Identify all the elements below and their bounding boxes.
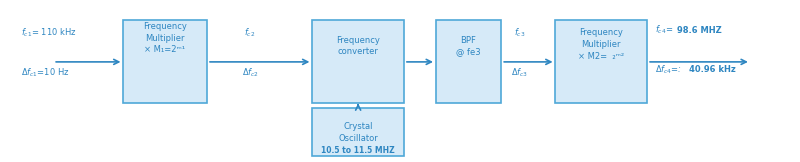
Text: $\Delta\mathit{f}_{c3}$: $\Delta\mathit{f}_{c3}$ — [511, 67, 528, 79]
Text: $\Delta\mathit{f}_{c2}$: $\Delta\mathit{f}_{c2}$ — [242, 67, 258, 79]
Text: 10.5 to 11.5 MHZ: 10.5 to 11.5 MHZ — [322, 146, 395, 155]
FancyBboxPatch shape — [436, 21, 502, 103]
FancyBboxPatch shape — [555, 21, 647, 103]
FancyBboxPatch shape — [312, 108, 404, 156]
Text: Frequency
Multiplier
× M2=  ₂ᵐ²: Frequency Multiplier × M2= ₂ᵐ² — [578, 28, 624, 61]
FancyBboxPatch shape — [123, 21, 207, 103]
Text: Frequency
Multiplier
× M₁=2ᵐ¹: Frequency Multiplier × M₁=2ᵐ¹ — [143, 22, 186, 54]
Text: Crystal
Oscillator: Crystal Oscillator — [338, 122, 378, 143]
FancyBboxPatch shape — [312, 21, 404, 103]
Text: $\mathit{f}_{c4}$=: $\mathit{f}_{c4}$= — [655, 24, 674, 36]
Text: BPF
@ fe3: BPF @ fe3 — [456, 36, 481, 56]
Text: $\mathit{f}_{c3}$: $\mathit{f}_{c3}$ — [514, 27, 526, 40]
Text: $\mathit{f}_{c2}$: $\mathit{f}_{c2}$ — [245, 27, 256, 40]
Text: $\mathit{f}_{c1}$= 110 kHz: $\mathit{f}_{c1}$= 110 kHz — [22, 27, 77, 40]
Text: $\Delta\mathit{f}_{c4}$=:: $\Delta\mathit{f}_{c4}$=: — [655, 64, 683, 76]
Text: Frequency
converter: Frequency converter — [336, 36, 380, 56]
Text: $\Delta\mathit{f}_{c1}$=10 Hz: $\Delta\mathit{f}_{c1}$=10 Hz — [22, 67, 70, 79]
Text: 98.6 MHZ: 98.6 MHZ — [678, 26, 722, 35]
Text: 40.96 kHz: 40.96 kHz — [689, 65, 735, 74]
